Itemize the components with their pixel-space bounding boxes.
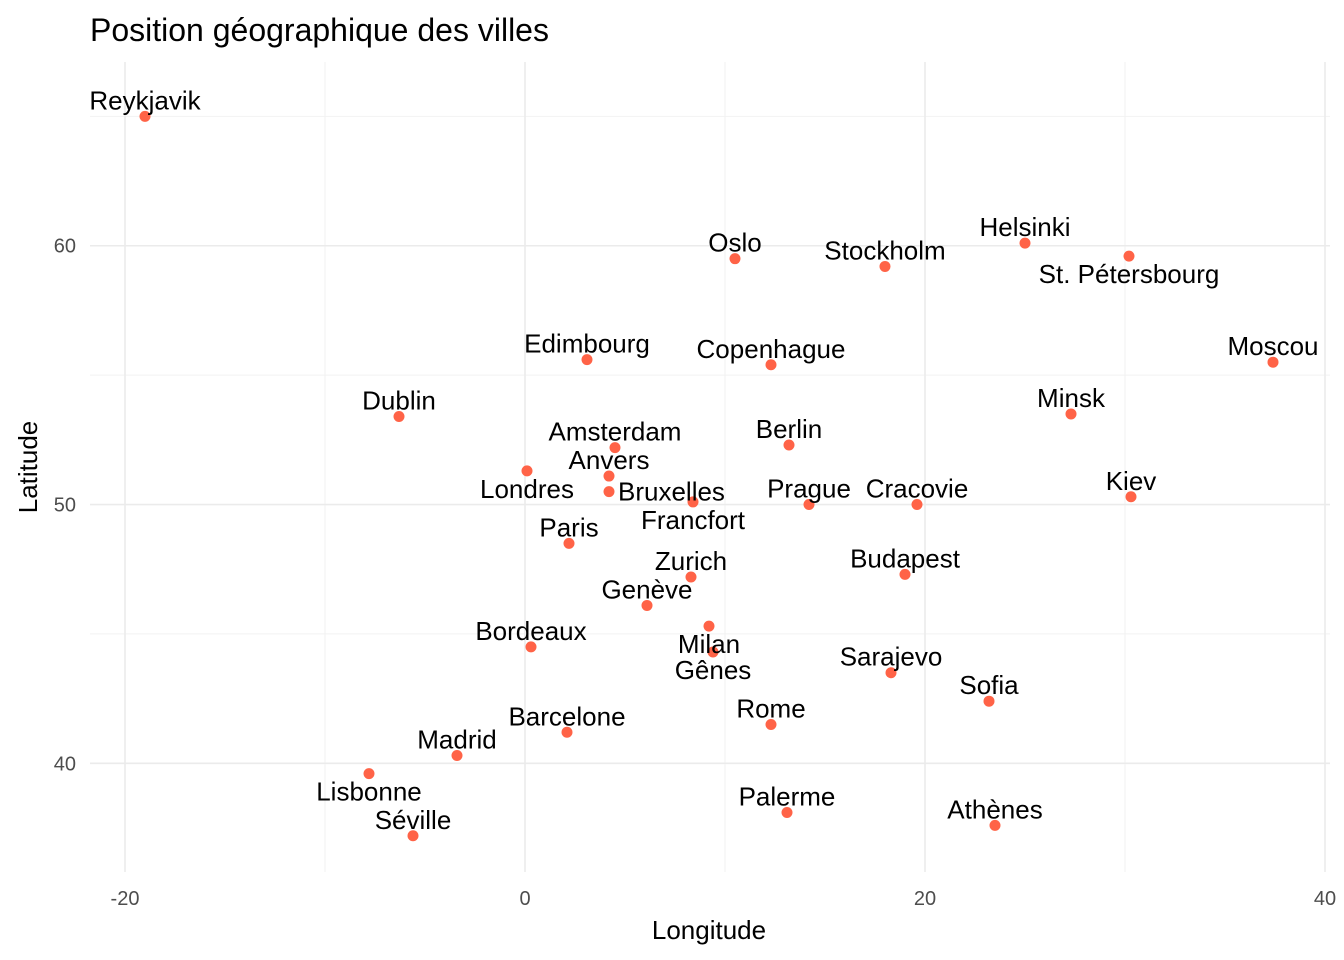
city-point — [781, 806, 793, 818]
x-tick-label: 40 — [1314, 888, 1336, 910]
grid — [90, 62, 1330, 872]
city-label: Prague — [767, 474, 851, 504]
city-point — [393, 411, 405, 423]
y-tick-label: 40 — [54, 753, 76, 775]
city-label: Copenhague — [697, 334, 846, 364]
city-label: Oslo — [708, 228, 761, 258]
city-label: Kiev — [1106, 466, 1157, 496]
city-label: Edimbourg — [524, 329, 650, 359]
city-point — [879, 260, 891, 272]
city-label: Rome — [736, 693, 805, 723]
city-point — [139, 110, 151, 122]
city-point — [1267, 356, 1279, 368]
city-point — [983, 695, 995, 707]
city-point — [911, 499, 923, 511]
point-labels: Reykjavik Oslo Stockholm Helsinki St. Péters… — [89, 85, 1318, 834]
city-label: Athènes — [947, 794, 1042, 824]
city-label: Moscou — [1227, 331, 1318, 361]
city-label: Sarajevo — [840, 642, 943, 672]
city-label: Sofia — [959, 670, 1019, 700]
city-point — [609, 442, 621, 454]
x-tick-label: 0 — [519, 888, 530, 910]
city-label: Paris — [539, 512, 598, 542]
y-tick-label: 50 — [54, 495, 76, 517]
city-point — [603, 486, 615, 498]
city-point — [451, 750, 463, 762]
axis-ticks: -20 0 20 40 40 50 60 — [54, 236, 1336, 910]
city-point — [1125, 491, 1137, 503]
city-label: Londres — [480, 474, 574, 504]
city-point — [581, 354, 593, 366]
city-point — [899, 568, 911, 580]
city-label: Zurich — [655, 546, 727, 576]
city-label: Palerme — [739, 781, 836, 811]
city-point — [885, 667, 897, 679]
city-label: Milan — [678, 629, 740, 659]
city-label: Madrid — [417, 725, 496, 755]
city-label: Cracovie — [866, 474, 969, 504]
city-label: Francfort — [641, 505, 746, 535]
city-point — [407, 830, 419, 842]
city-label: Berlin — [756, 414, 822, 444]
city-label: Gênes — [675, 655, 752, 685]
city-point — [1065, 408, 1077, 420]
city-label: Dublin — [362, 386, 436, 416]
city-point — [363, 768, 375, 780]
city-label: Barcelone — [508, 701, 625, 731]
city-label: Lisbonne — [316, 777, 422, 807]
y-axis-title: Latitude — [13, 421, 43, 514]
city-label: Reykjavik — [89, 85, 201, 115]
city-point — [703, 620, 715, 632]
city-label: St. Pétersbourg — [1039, 259, 1220, 289]
city-point — [729, 253, 741, 265]
city-point — [563, 537, 575, 549]
city-point — [1019, 237, 1031, 249]
city-point — [765, 359, 777, 371]
city-label: Stockholm — [824, 235, 945, 265]
city-point — [561, 726, 573, 738]
city-point — [1123, 250, 1135, 262]
city-point — [603, 470, 615, 482]
city-point — [783, 439, 795, 451]
city-point — [685, 571, 697, 583]
city-point — [765, 718, 777, 730]
city-point — [803, 499, 815, 511]
city-label: Genève — [601, 574, 692, 604]
city-point — [707, 646, 719, 658]
city-label: Amsterdam — [549, 417, 682, 447]
city-label: Minsk — [1037, 383, 1106, 413]
x-tick-label: -20 — [111, 888, 140, 910]
city-point — [521, 465, 533, 477]
city-point — [525, 641, 537, 653]
city-label: Séville — [375, 805, 452, 835]
y-tick-label: 60 — [54, 236, 76, 258]
city-point — [641, 599, 653, 611]
city-label: Budapest — [850, 543, 961, 573]
city-label: Anvers — [569, 445, 650, 475]
x-tick-label: 20 — [914, 888, 936, 910]
x-axis-title: Longitude — [652, 915, 766, 945]
city-label: Bruxelles — [618, 477, 725, 507]
points — [139, 110, 1279, 842]
chart-title: Position géographique des villes — [90, 12, 549, 48]
city-point — [989, 819, 1001, 831]
city-label: Bordeaux — [475, 616, 586, 646]
city-point — [687, 496, 699, 508]
city-label: Helsinki — [979, 212, 1070, 242]
